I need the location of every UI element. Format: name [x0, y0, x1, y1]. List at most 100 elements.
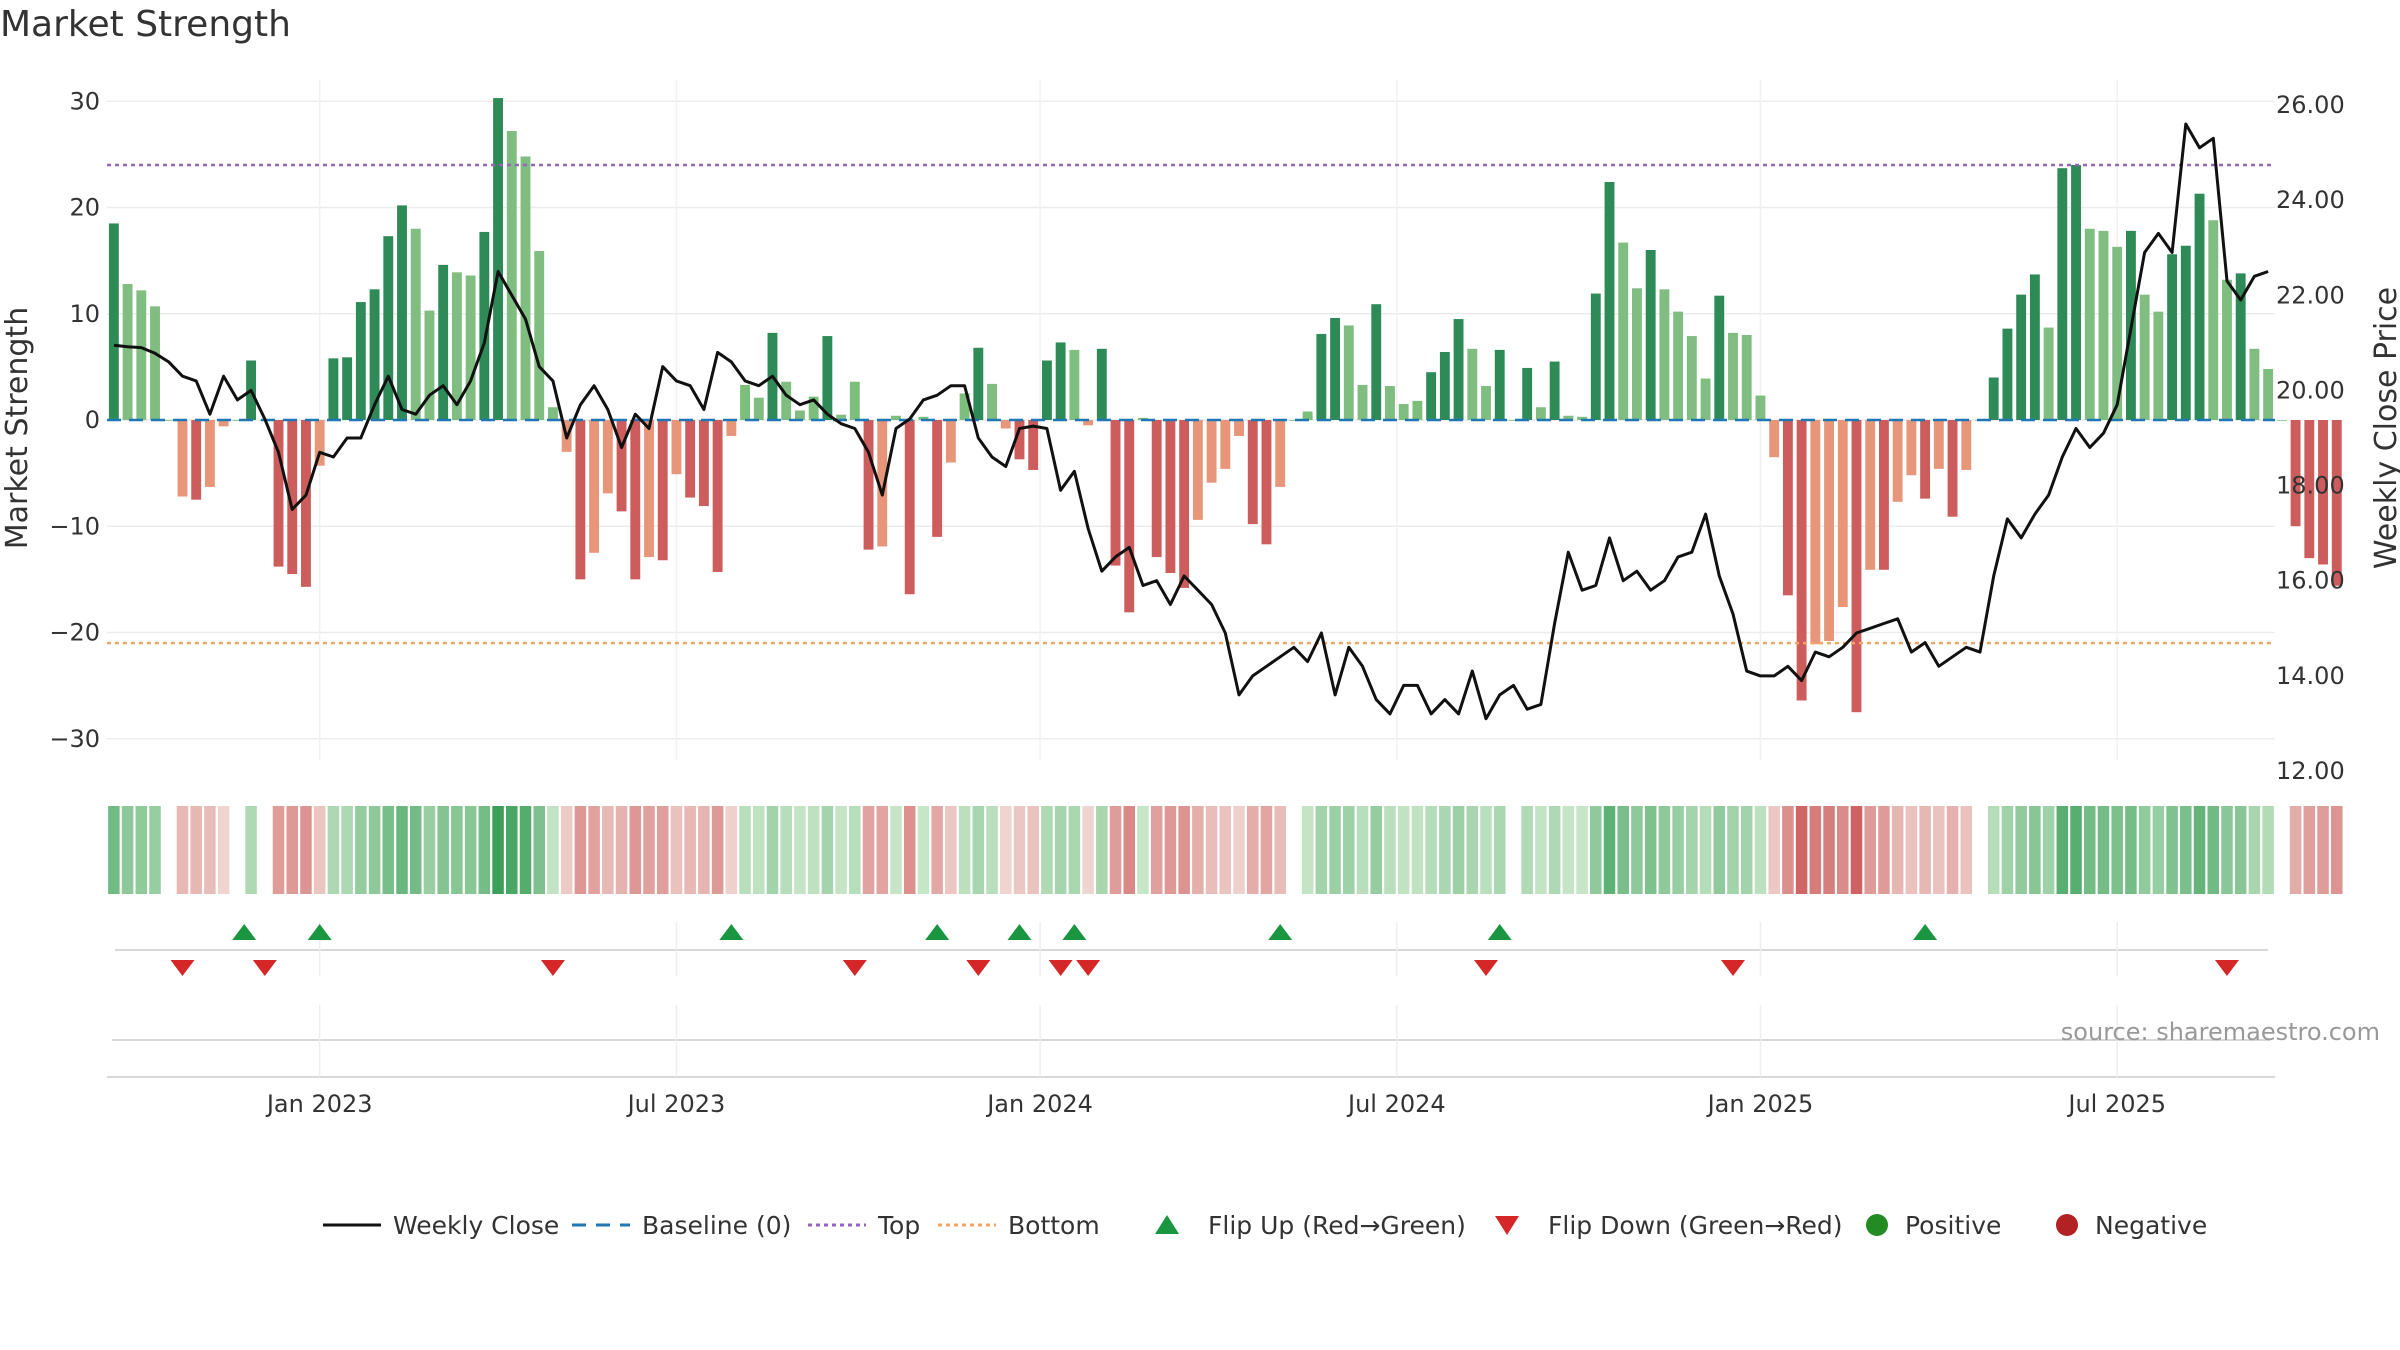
x-tick-label: Jul 2025 [2066, 1090, 2166, 1118]
strength-bar [1920, 420, 1931, 499]
flip-down-marker [2214, 960, 2239, 976]
heat-cell [190, 806, 202, 894]
strength-bar [1385, 386, 1395, 420]
strength-bar [1645, 250, 1656, 420]
strength-bar [2139, 294, 2150, 420]
heat-cell [1713, 806, 1726, 894]
strength-bar [1220, 420, 1231, 469]
legend-swatch [1866, 1214, 1888, 1236]
heat-cell [1850, 806, 1863, 894]
strength-bar [1247, 420, 1258, 525]
strength-bar [1206, 420, 1217, 483]
strength-bar [1714, 295, 1725, 420]
strength-bar [891, 415, 901, 420]
heat-cell [506, 806, 518, 894]
strength-bar [1412, 400, 1423, 420]
heat-cell [2248, 806, 2261, 894]
strength-bar [2318, 420, 2328, 565]
strength-bar [1686, 336, 1697, 420]
flip-up-marker [1268, 924, 1293, 940]
strength-bar [1549, 361, 1560, 420]
right-axis-ticks: 26.00 24.00 22.00 20.00 18.00 16.00 14.00 12.00 [2276, 91, 2345, 785]
x-tick-label: Jan 2024 [985, 1090, 1093, 1118]
legend: Weekly Close Baseline (0) Top Bottom Flip Up… [323, 1211, 2207, 1240]
strength-bar [397, 205, 407, 420]
strength-bar [808, 396, 819, 420]
strength-bar [150, 306, 160, 420]
strength-bar [1824, 420, 1834, 641]
strength-bar [1618, 242, 1629, 420]
heat-cell [2152, 806, 2165, 894]
heat-cell [437, 806, 449, 894]
heat-cell [1960, 806, 1973, 894]
strength-bar [630, 420, 641, 580]
strength-bar [1632, 288, 1642, 420]
heat-cell [451, 806, 463, 894]
heat-cell [1740, 806, 1753, 894]
strength-bar [1275, 420, 1286, 487]
strength-bar [740, 384, 750, 420]
y2-tick-label: 12.00 [2276, 757, 2345, 785]
strength-bar [836, 414, 847, 420]
strength-bar [753, 397, 764, 420]
strength-bar [1110, 420, 1121, 566]
heat-cell [2111, 806, 2123, 894]
heat-cell [1356, 806, 1369, 894]
source-note: source: sharemaestro.com [2061, 1018, 2380, 1046]
strength-bar [1810, 420, 1821, 645]
heat-cell [1343, 806, 1355, 894]
heat-cell [300, 806, 312, 894]
strength-bar [2304, 420, 2315, 559]
heat-cell [656, 806, 669, 894]
y-tick-label: 20 [69, 194, 100, 222]
strength-bar [534, 251, 545, 420]
heat-cell [2042, 806, 2055, 894]
strength-bar [1659, 289, 1670, 420]
strength-bar [2016, 294, 2027, 420]
strength-bar [794, 410, 805, 420]
x-tick-label: Jan 2023 [265, 1090, 373, 1118]
heat-cell [711, 806, 724, 894]
strength-bar [2043, 327, 2054, 420]
strength-bar [1700, 378, 1711, 420]
heat-cell [1301, 806, 1314, 894]
strength-bar [1755, 395, 1766, 420]
flip-up-marker [719, 924, 744, 940]
y2-tick-label: 26.00 [2276, 91, 2345, 119]
strength-bar [1261, 420, 1272, 545]
heat-cell [629, 806, 642, 894]
strength-bar [108, 223, 119, 420]
strength-bar [1302, 411, 1313, 420]
heat-cell [1658, 806, 1671, 894]
flip-down-marker [1474, 960, 1499, 976]
strength-bar [314, 420, 325, 466]
strength-bars [108, 98, 2342, 713]
heat-cell [1096, 806, 1108, 894]
strength-bar [671, 420, 682, 475]
strength-bar [204, 420, 215, 487]
strength-bar [1055, 342, 1066, 420]
flip-up-marker [307, 924, 332, 940]
strength-bar [1467, 348, 1478, 420]
y-tick-label: 30 [69, 87, 100, 115]
legend-label: Baseline (0) [642, 1211, 791, 1240]
y-tick-label: 0 [85, 406, 100, 434]
heat-cell [1782, 806, 1794, 894]
heat-cell [999, 806, 1012, 894]
heat-cell [382, 806, 395, 894]
strength-bar [287, 420, 298, 575]
strength-bar [1590, 293, 1601, 420]
heat-cell [1535, 806, 1547, 894]
strength-bar [2153, 311, 2164, 420]
heat-cell [492, 806, 504, 894]
strength-bar [1439, 352, 1450, 420]
strength-bar [548, 407, 558, 420]
heat-cell [602, 806, 614, 894]
x-axis-ticks: Jan 2023 Jul 2023 Jan 2024 Jul 2024 Jan 2025… [265, 1090, 2166, 1118]
heat-cell [1150, 806, 1163, 894]
strength-bar [177, 420, 188, 497]
heat-cell [1315, 806, 1328, 894]
flip-down-marker [1048, 960, 1073, 976]
y2-axis-title: Weekly Close Price [2369, 287, 2400, 569]
strength-bar [1234, 420, 1244, 436]
